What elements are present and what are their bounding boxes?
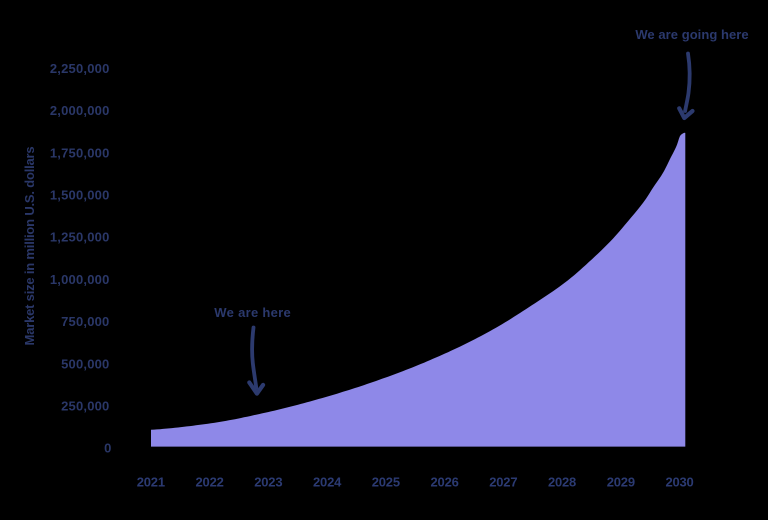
svg-text:2023: 2023 xyxy=(254,475,282,490)
svg-text:1,750,000: 1,750,000 xyxy=(50,145,110,160)
svg-text:2024: 2024 xyxy=(313,475,342,490)
svg-text:0: 0 xyxy=(104,441,111,456)
svg-text:2,250,000: 2,250,000 xyxy=(50,61,110,76)
svg-text:We are going here: We are going here xyxy=(635,27,748,42)
svg-text:1,500,000: 1,500,000 xyxy=(50,188,110,203)
svg-text:2,000,000: 2,000,000 xyxy=(50,103,110,118)
svg-text:2021: 2021 xyxy=(137,475,165,490)
svg-text:250,000: 250,000 xyxy=(61,399,109,414)
svg-text:Market size in million U.S. do: Market size in million U.S. dollars xyxy=(22,147,37,346)
svg-text:1,000,000: 1,000,000 xyxy=(50,272,110,287)
svg-text:750,000: 750,000 xyxy=(61,314,109,329)
svg-text:2029: 2029 xyxy=(607,475,635,490)
svg-text:500,000: 500,000 xyxy=(61,356,109,371)
svg-text:2022: 2022 xyxy=(196,475,224,490)
svg-text:2027: 2027 xyxy=(489,475,517,490)
svg-text:2028: 2028 xyxy=(548,475,576,490)
svg-text:We are here: We are here xyxy=(214,305,291,320)
svg-text:2025: 2025 xyxy=(372,475,400,490)
svg-text:1,250,000: 1,250,000 xyxy=(50,230,110,245)
svg-text:2026: 2026 xyxy=(431,475,459,490)
svg-text:2030: 2030 xyxy=(665,475,693,490)
